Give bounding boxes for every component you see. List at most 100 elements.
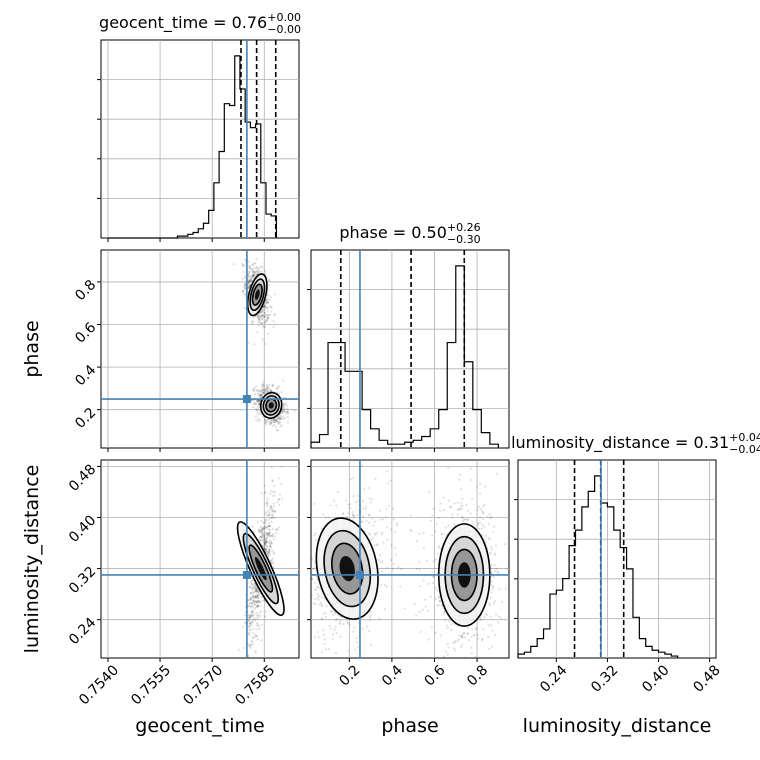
scatter-point (265, 301, 268, 304)
scatter-point (250, 279, 254, 282)
scatter-point (253, 619, 257, 622)
scatter-point (300, 590, 302, 592)
scatter-point (266, 388, 269, 391)
scatter-point (261, 528, 264, 531)
scatter-point (266, 497, 269, 500)
scatter-point (467, 638, 471, 642)
title-median: 0.31 (694, 433, 730, 452)
scatter-point (280, 415, 283, 418)
scatter-point (385, 526, 388, 529)
scatter-point (443, 610, 446, 613)
scatter-point (494, 569, 497, 572)
scatter-point (256, 315, 260, 318)
scatter-point (334, 625, 337, 628)
scatter-point (379, 561, 382, 564)
scatter-point (339, 619, 342, 622)
scatter-point (256, 595, 259, 598)
scatter-point (324, 648, 328, 651)
scatter-point (247, 613, 250, 617)
scatter-point (263, 548, 267, 551)
scatter-point (277, 415, 280, 418)
scatter-point (349, 478, 352, 481)
scatter-point (392, 518, 395, 521)
scatter-point (491, 629, 494, 632)
scatter-point (282, 379, 285, 382)
scatter-point (250, 591, 253, 595)
scatter-point (257, 400, 260, 403)
scatter-point (284, 411, 287, 414)
scatter-point (316, 631, 319, 634)
scatter-point (273, 552, 276, 555)
scatter-point (267, 548, 270, 551)
scatter-point (263, 525, 266, 528)
scatter-point (258, 402, 261, 406)
scatter-point (290, 655, 292, 657)
scatter-point (259, 525, 262, 528)
scatter-point (259, 315, 262, 318)
scatter-point (279, 417, 282, 420)
scatter-point (252, 590, 255, 594)
scatter-point (482, 659, 484, 661)
scatter-point (373, 544, 376, 547)
scatter-point (271, 507, 274, 511)
scatter-point (261, 415, 264, 418)
scatter-point (450, 622, 453, 626)
scatter-point (251, 610, 254, 613)
scatter-point (255, 628, 258, 631)
scatter-point (262, 308, 266, 311)
scatter-point (302, 615, 304, 617)
scatter-point (254, 594, 257, 597)
scatter-point (241, 290, 244, 293)
scatter-point (255, 272, 259, 276)
scatter-point (271, 385, 274, 388)
scatter-point (269, 305, 272, 308)
scatter-point (260, 595, 263, 598)
scatter-point (256, 331, 259, 334)
scatter-point (272, 325, 275, 328)
scatter-point (270, 534, 273, 537)
scatter-point (276, 385, 280, 389)
scatter-point (505, 567, 508, 570)
scatter-point (249, 614, 253, 617)
scatter-point (360, 464, 363, 468)
scatter-point (273, 418, 276, 421)
scatter-point (262, 391, 265, 395)
panel-frame (100, 39, 300, 239)
title-equals: = (388, 223, 412, 242)
scatter-point (251, 612, 255, 615)
scatter-point (250, 615, 253, 618)
scatter-point (265, 534, 268, 537)
scatter-point (263, 542, 266, 545)
scatter-point (260, 519, 263, 523)
scatter-point (252, 585, 256, 588)
scatter-point (267, 555, 270, 558)
scatter-point (250, 279, 253, 282)
scatter-point (260, 321, 263, 324)
scatter-point (260, 393, 263, 396)
scatter-point (396, 524, 399, 527)
scatter-point (256, 590, 259, 594)
scatter-point (334, 618, 338, 622)
scatter-point (265, 420, 268, 424)
scatter-point (456, 509, 459, 512)
scatter-point (265, 302, 268, 305)
scatter-point (421, 662, 423, 664)
scatter-point (257, 594, 260, 597)
scatter-point (257, 594, 260, 598)
scatter-point (286, 421, 290, 424)
scatter-point (393, 546, 396, 550)
scatter-point (492, 602, 495, 605)
scatter-point (250, 279, 253, 282)
y-axis-label-luminosity_distance: luminosity_distance (21, 465, 43, 654)
scatter-point (258, 418, 261, 422)
scatter-point (248, 275, 251, 278)
scatter-point (269, 540, 273, 544)
scatter-point (251, 631, 255, 634)
scatter-point (248, 643, 251, 646)
title-param-name: phase (339, 223, 387, 242)
scatter-point (251, 594, 255, 598)
scatter-point (362, 507, 365, 510)
scatter-point (302, 580, 304, 582)
scatter-point (256, 406, 259, 409)
scatter-point (369, 643, 373, 646)
